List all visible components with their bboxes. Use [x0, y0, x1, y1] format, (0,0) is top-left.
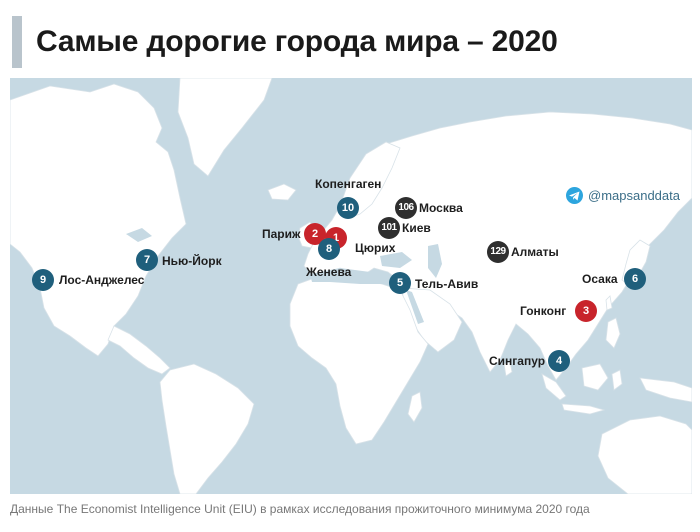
- marker-rank: 101: [381, 222, 397, 233]
- iceland-shape: [267, 183, 297, 201]
- label-osaka: Осака: [582, 272, 618, 286]
- watermark-handle: @mapsanddata: [588, 188, 680, 203]
- marker-rank: 3: [582, 305, 590, 317]
- caspian-sea-shape: [428, 244, 442, 278]
- marker-rank: 2: [311, 228, 319, 240]
- sri-lanka-shape: [503, 361, 513, 377]
- marker-singapore[interactable]: 4: [548, 350, 570, 372]
- marker-new-york[interactable]: 7: [136, 249, 158, 271]
- marker-rank: 129: [490, 246, 506, 257]
- label-singapore: Сингапур: [489, 354, 546, 368]
- madagascar-shape: [407, 391, 423, 423]
- page-title: Самые дорогие города мира – 2020: [36, 25, 558, 58]
- telegram-icon: [566, 187, 583, 204]
- marker-geneva[interactable]: 8: [318, 238, 340, 260]
- telegram-watermark: @mapsanddata: [566, 187, 680, 204]
- label-copenhagen: Копенгаген: [315, 177, 382, 191]
- marker-hong-kong[interactable]: 3: [575, 300, 597, 322]
- label-paris: Париж: [262, 227, 301, 241]
- label-geneva: Женева: [306, 265, 352, 279]
- marker-rank: 106: [398, 202, 414, 213]
- source-note: Данные The Economist Intelligence Unit (…: [10, 502, 590, 516]
- marker-rank: 9: [39, 274, 47, 286]
- marker-paris[interactable]: 2: [304, 223, 326, 245]
- north-america-shape: [10, 83, 187, 357]
- label-hong-kong: Гонконг: [520, 304, 567, 318]
- sulawesi-shape: [611, 369, 623, 391]
- marker-copenhagen[interactable]: 10: [337, 197, 359, 219]
- marker-kyiv[interactable]: 101: [378, 217, 400, 239]
- label-almaty: Алматы: [511, 245, 559, 259]
- java-shape: [561, 403, 606, 415]
- marker-rank: 4: [555, 355, 563, 367]
- philippines-shape: [605, 317, 621, 349]
- label-moscow: Москва: [419, 201, 463, 215]
- great-lakes-shape: [126, 228, 152, 242]
- marker-rank: 10: [341, 202, 355, 214]
- greenland-shape: [177, 78, 273, 177]
- mediterranean-sea-shape: [310, 268, 394, 284]
- marker-rank: 5: [396, 277, 404, 289]
- marker-rank: 1: [332, 232, 340, 244]
- marker-rank: 7: [143, 254, 151, 266]
- new-guinea-shape: [639, 377, 692, 403]
- borneo-shape: [581, 363, 609, 391]
- sumatra-shape: [541, 373, 567, 401]
- label-zurich: Цюрих: [355, 241, 396, 255]
- label-tel-aviv: Тель-Авив: [415, 277, 479, 291]
- label-los-angeles: Лос-Анджелес: [59, 273, 145, 287]
- title-accent-bar: [12, 16, 22, 68]
- marker-rank: 8: [325, 243, 333, 255]
- marker-rank: 6: [631, 273, 639, 285]
- marker-los-angeles[interactable]: 9: [32, 269, 54, 291]
- black-sea-shape: [380, 252, 412, 268]
- marker-osaka[interactable]: 6: [624, 268, 646, 290]
- marker-almaty[interactable]: 129: [487, 241, 509, 263]
- label-new-york: Нью-Йорк: [162, 254, 222, 268]
- red-sea-shape: [406, 290, 424, 324]
- marker-moscow[interactable]: 106: [395, 197, 417, 219]
- central-america-shape: [107, 325, 171, 375]
- taiwan-shape: [605, 295, 613, 311]
- south-america-shape: [159, 363, 255, 494]
- marker-tel-aviv[interactable]: 5: [389, 272, 411, 294]
- label-kyiv: Киев: [402, 221, 431, 235]
- australia-shape: [597, 415, 692, 494]
